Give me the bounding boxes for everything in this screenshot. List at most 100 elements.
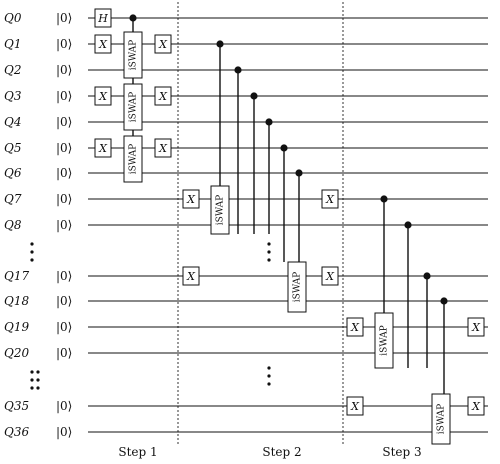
control-dot: [216, 40, 224, 48]
qubit-label: Q1: [4, 37, 21, 51]
step-label: Step 3: [382, 445, 421, 459]
qubit-label: Q2: [4, 63, 21, 77]
control-line: [295, 169, 303, 262]
x-gate-label: X: [158, 142, 168, 155]
qubit-initial-state: |0⟩: [56, 11, 72, 25]
qubit-label: Q35: [4, 399, 29, 413]
iswap-gate-label: iSWAP: [293, 272, 303, 302]
h-gate: H: [94, 8, 112, 28]
control-dot: [440, 297, 448, 305]
control-dot: [250, 92, 258, 100]
qubit-initial-state: |0⟩: [56, 63, 72, 77]
qubit-initial-state: |0⟩: [56, 192, 72, 206]
x-gate: X: [94, 138, 112, 158]
qubit-initial-state: |0⟩: [56, 425, 72, 439]
x-gate: X: [346, 317, 364, 337]
qubit-label: Q18: [4, 294, 29, 308]
x-gate-label: X: [471, 400, 481, 413]
x-gate-label: X: [158, 38, 168, 51]
x-gate: X: [154, 138, 172, 158]
qubit-label: Q3: [4, 89, 22, 103]
x-gate: X: [154, 86, 172, 106]
qubit-label: Q4: [4, 115, 21, 129]
x-gate-label: X: [158, 90, 168, 103]
iswap-gate-label: iSWAP: [437, 404, 447, 434]
control-line: [280, 144, 288, 262]
qubit-label: Q0: [4, 11, 22, 25]
control-line: [404, 221, 412, 368]
control-dot: [129, 14, 137, 22]
iswap-gate: iSWAP: [123, 83, 143, 131]
iswap-gate: iSWAP: [123, 135, 143, 183]
row-ellipsis: [30, 242, 34, 262]
control-line: [129, 14, 137, 32]
qubit-initial-state: |0⟩: [56, 37, 72, 51]
control-dot: [404, 221, 412, 229]
control-dot: [295, 169, 303, 177]
iswap-gate: iSWAP: [287, 261, 307, 313]
iswap-gate-label: iSWAP: [129, 92, 139, 122]
control-dot: [380, 195, 388, 203]
x-gate-label: X: [325, 193, 335, 206]
control-line: [265, 118, 273, 234]
qubit-initial-state: |0⟩: [56, 89, 72, 103]
row-ellipsis: [30, 370, 34, 390]
qubit-initial-state: |0⟩: [56, 218, 72, 232]
qubit-label: Q17: [4, 269, 29, 283]
iswap-gate: iSWAP: [210, 185, 230, 235]
control-line: [440, 297, 448, 394]
iswap-gate-label: iSWAP: [129, 144, 139, 174]
qubit-initial-state: |0⟩: [56, 141, 72, 155]
x-gate: X: [154, 34, 172, 54]
iswap-gate: iSWAP: [374, 312, 394, 369]
qubit-initial-state: |0⟩: [56, 399, 72, 413]
control-dot: [265, 118, 273, 126]
x-gate: X: [321, 189, 339, 209]
iswap-gate: iSWAP: [123, 31, 143, 79]
qubit-label: Q7: [4, 192, 22, 206]
x-gate: X: [467, 396, 485, 416]
control-line: [250, 92, 258, 234]
x-gate: X: [346, 396, 364, 416]
qubit-initial-state: |0⟩: [56, 346, 72, 360]
x-gate: X: [467, 317, 485, 337]
step-label: Step 1: [118, 445, 157, 459]
qubit-label: Q19: [4, 320, 29, 334]
control-dot: [234, 66, 242, 74]
control-line: [216, 40, 224, 186]
gate-ellipsis: [267, 366, 271, 386]
qubit-label: Q20: [4, 346, 29, 360]
qubit-label: Q8: [4, 218, 22, 232]
x-gate: X: [182, 189, 200, 209]
qubit-initial-state: |0⟩: [56, 320, 72, 334]
qubit-initial-state: |0⟩: [56, 294, 72, 308]
x-gate-label: X: [98, 38, 108, 51]
qubit-label: Q6: [4, 166, 22, 180]
control-line: [380, 195, 388, 313]
iswap-gate-label: iSWAP: [129, 40, 139, 70]
control-line: [234, 66, 242, 234]
qubit-initial-state: |0⟩: [56, 166, 72, 180]
x-gate: X: [182, 266, 200, 286]
x-gate-label: X: [471, 321, 481, 334]
iswap-gate: iSWAP: [431, 393, 451, 445]
x-gate-label: X: [186, 193, 196, 206]
iswap-gate-label: iSWAP: [380, 325, 390, 355]
qubit-label: Q5: [4, 141, 21, 155]
x-gate-label: X: [98, 142, 108, 155]
control-line: [423, 272, 431, 368]
x-gate-label: X: [98, 90, 108, 103]
control-dot: [280, 144, 288, 152]
x-gate: X: [94, 34, 112, 54]
x-gate: X: [94, 86, 112, 106]
iswap-gate-label: iSWAP: [216, 195, 226, 225]
x-gate-label: X: [350, 400, 360, 413]
step-label: Step 2: [262, 445, 301, 459]
row-ellipsis-secondary: [36, 370, 40, 390]
qubit-label: Q36: [4, 425, 29, 439]
x-gate-label: X: [350, 321, 360, 334]
gate-ellipsis: [267, 242, 271, 262]
control-dot: [423, 272, 431, 280]
x-gate-label: X: [186, 270, 196, 283]
qubit-initial-state: |0⟩: [56, 269, 72, 283]
